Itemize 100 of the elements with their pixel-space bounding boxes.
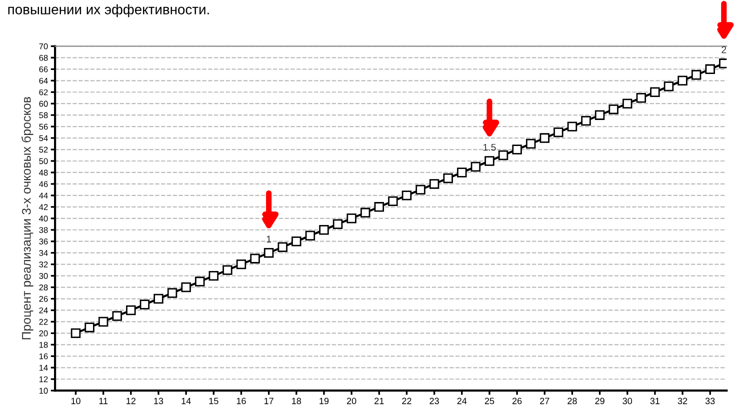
y-tick-label: 24: [39, 307, 48, 314]
point: [650, 87, 660, 97]
x-tick-label: 11: [99, 398, 108, 404]
point: [305, 230, 316, 240]
point: [194, 276, 205, 286]
x-tick-label: 14: [182, 398, 191, 404]
y-tick-label: 22: [39, 318, 48, 325]
x-tick-label: 16: [236, 398, 246, 404]
y-tick-label: 70: [39, 43, 48, 50]
y-tick-label: 66: [39, 66, 48, 72]
x-tick-label: 20: [346, 398, 356, 404]
x-tick-label: 31: [650, 398, 660, 404]
y-tick-label: 62: [39, 89, 48, 96]
annotation: 1.5: [483, 144, 496, 151]
point: [70, 328, 81, 338]
point: [332, 219, 343, 229]
y-tick-label: 48: [39, 170, 48, 176]
point: [264, 248, 274, 258]
point: [498, 150, 508, 160]
point: [608, 104, 618, 114]
x-tick-label: 22: [402, 398, 412, 404]
point: [181, 282, 191, 292]
point: [167, 288, 178, 298]
x-tick-label: 33: [705, 398, 715, 404]
x-tick-label: 19: [320, 398, 329, 404]
y-tick-label: 14: [39, 364, 48, 371]
x-tick-label: 24: [457, 398, 467, 404]
point: [636, 93, 646, 103]
point: [567, 122, 578, 132]
point: [484, 156, 494, 166]
point: [443, 173, 453, 184]
point: [208, 270, 219, 281]
y-tick-label: 12: [39, 376, 48, 382]
annotation: 2: [722, 46, 726, 54]
y-tick-label: 36: [39, 238, 48, 244]
annotation: 1: [266, 236, 272, 242]
text: повышении их эффективности.: [8, 4, 209, 18]
point: [278, 242, 288, 252]
y-tick-label: 68: [39, 54, 48, 61]
point: [126, 305, 136, 316]
point: [236, 259, 246, 270]
point: [84, 322, 94, 332]
point: [140, 300, 150, 310]
point: [346, 214, 356, 224]
point: [512, 144, 522, 154]
point: [374, 202, 384, 212]
y-tick-label: 16: [39, 353, 48, 360]
point: [402, 190, 412, 200]
point: [581, 116, 591, 126]
y-tick-label: 10: [39, 388, 48, 394]
point: [622, 98, 632, 108]
point: [250, 254, 260, 264]
y-tick-label: 56: [39, 124, 48, 130]
y-tick-label: 44: [39, 192, 48, 198]
y-tick-label: 42: [39, 204, 48, 210]
point: [360, 208, 370, 218]
x-tick-label: 28: [568, 398, 577, 404]
y-tick-label: 40: [39, 216, 48, 222]
x-tick-label: 17: [264, 398, 274, 404]
point: [554, 127, 564, 138]
point: [678, 76, 688, 86]
x-tick-label: 26: [512, 398, 522, 404]
y-tick-label: 58: [39, 112, 48, 118]
point: [457, 168, 467, 178]
y-tick-label: 50: [39, 158, 48, 164]
point: [319, 225, 329, 235]
y-tick-label: 20: [39, 330, 48, 336]
point: [470, 162, 481, 172]
point: [691, 70, 702, 80]
y-tick-label: 30: [39, 273, 48, 279]
x-tick-label: 30: [622, 398, 632, 404]
y-tick-label: 32: [39, 262, 48, 268]
y-tick-label: 52: [39, 146, 48, 153]
point: [429, 179, 440, 189]
x-tick-label: 18: [292, 398, 302, 404]
y-tick-label: 18: [39, 342, 48, 348]
point: [664, 82, 674, 92]
point: [154, 294, 164, 304]
y-tick-label: 64: [39, 78, 48, 84]
point: [540, 133, 550, 143]
y-tick-label: 26: [39, 296, 48, 302]
y-tick-label: 34: [39, 250, 48, 256]
x-tick-label: 25: [484, 398, 494, 404]
point: [526, 138, 536, 149]
x-tick-label: 21: [374, 398, 384, 404]
y-tick-label: 60: [39, 100, 48, 107]
y-axis-title: Процент реализации 3-х очковых бросков: [22, 97, 34, 340]
y-tick-label: 38: [39, 227, 48, 233]
y-tick-label: 46: [39, 181, 48, 188]
point: [98, 316, 108, 327]
x-tick-label: 23: [430, 398, 439, 404]
x-tick-label: 10: [71, 398, 80, 404]
x-tick-label: 12: [126, 398, 136, 404]
point: [388, 196, 398, 206]
point: [594, 110, 605, 120]
point: [416, 184, 426, 195]
point: [292, 236, 302, 246]
x-tick-label: 29: [595, 398, 604, 404]
point: [222, 265, 232, 275]
x-tick-label: 15: [209, 398, 218, 404]
